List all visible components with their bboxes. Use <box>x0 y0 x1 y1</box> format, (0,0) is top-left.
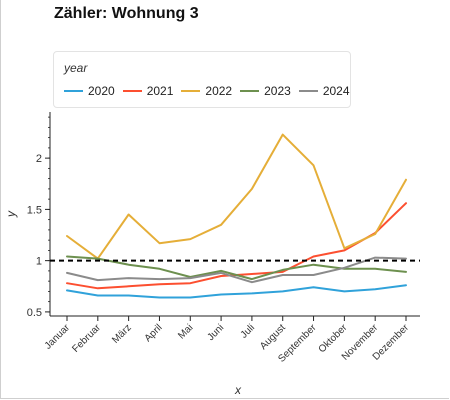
legend-swatch <box>64 90 83 92</box>
x-tick-label: Februar <box>70 322 103 355</box>
legend-swatch <box>298 90 318 92</box>
legend-swatch <box>240 90 260 92</box>
legend-item-2022[interactable]: 2022 <box>181 84 232 98</box>
x-tick-label: April <box>143 322 165 344</box>
y-tick-label: 2 <box>36 153 42 165</box>
legend-title: year <box>64 61 88 75</box>
x-tick-label: Mai <box>176 322 195 341</box>
legend: year 2020 2021 2022 2023 2024 <box>53 51 351 108</box>
legend-items: 2020 2021 2022 2023 2024 <box>64 84 358 98</box>
x-tick-label: Januar <box>43 322 73 352</box>
legend-label: 2024 <box>322 84 350 98</box>
x-tick-label: März <box>110 322 134 346</box>
y-tick-label: 1 <box>36 256 42 268</box>
series-line-2023 <box>66 255 407 281</box>
y-axis-label: y <box>4 210 18 218</box>
x-tick-label: August <box>258 322 288 352</box>
legend-item-2020[interactable]: 2020 <box>64 84 115 98</box>
x-tick-label: Juni <box>205 322 226 343</box>
legend-label: 2020 <box>88 84 115 98</box>
x-tick-label: Juli <box>239 322 257 340</box>
series-line-2024 <box>66 256 407 284</box>
legend-item-2024[interactable]: 2024 <box>298 84 350 98</box>
series-line-2022 <box>66 133 407 260</box>
legend-swatch <box>181 90 201 92</box>
y-tick-label: 1.5 <box>27 204 42 216</box>
legend-label: 2021 <box>146 84 174 98</box>
legend-item-2023[interactable]: 2023 <box>240 84 291 98</box>
legend-item-2021[interactable]: 2021 <box>122 84 174 98</box>
chart-title: Zähler: Wohnung 3 <box>54 5 199 22</box>
series-line-2020 <box>66 284 407 299</box>
legend-swatch <box>122 90 142 92</box>
y-tick-label: 0.5 <box>27 307 42 319</box>
legend-label: 2023 <box>264 84 291 98</box>
x-axis-label: x <box>234 383 242 397</box>
legend-label: 2022 <box>205 84 233 98</box>
